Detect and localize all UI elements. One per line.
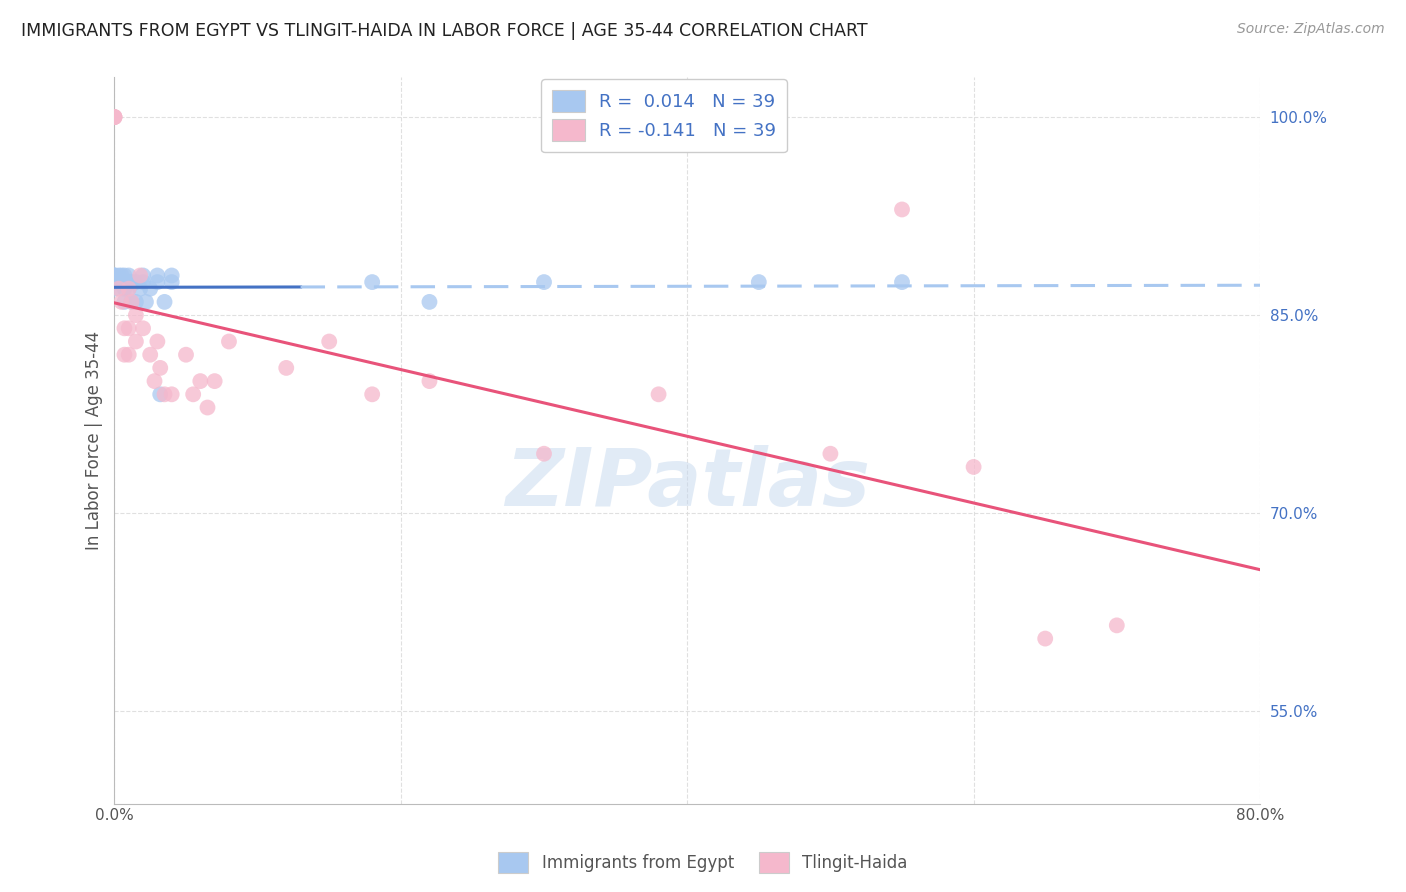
Point [647,387,669,401]
Point [160,268,183,283]
Point [143,374,166,388]
Point [107,268,129,283]
Point [114,321,136,335]
Point [103,275,125,289]
Y-axis label: In Labor Force | Age 35-44: In Labor Force | Age 35-44 [86,331,103,550]
Point [114,275,136,289]
Point [146,268,169,283]
Point [118,275,141,289]
Point [103,275,125,289]
Point [1105,618,1128,632]
Text: Source: ZipAtlas.com: Source: ZipAtlas.com [1237,22,1385,37]
Point [153,387,176,401]
Point [139,282,162,296]
Point [181,387,204,401]
Point [110,268,132,283]
Point [418,374,440,388]
Point [748,275,770,289]
Point [533,447,555,461]
Point [121,294,143,309]
Text: IMMIGRANTS FROM EGYPT VS TLINGIT-HAIDA IN LABOR FORCE | AGE 35-44 CORRELATION CH: IMMIGRANTS FROM EGYPT VS TLINGIT-HAIDA I… [21,22,868,40]
Point [103,275,125,289]
Point [103,268,125,283]
Point [114,348,136,362]
Point [118,348,141,362]
Point [276,360,298,375]
Point [118,282,141,296]
Point [118,282,141,296]
Point [121,275,143,289]
Point [103,110,125,124]
Point [107,282,129,296]
Point [103,268,125,283]
Point [153,294,176,309]
Point [361,387,384,401]
Point [891,275,914,289]
Point [132,275,155,289]
Text: ZIPatlas: ZIPatlas [505,445,870,523]
Point [103,110,125,124]
Point [118,268,141,283]
Point [103,275,125,289]
Point [218,334,240,349]
Point [114,268,136,283]
Point [135,294,157,309]
Point [318,334,340,349]
Point [110,294,132,309]
Legend: R =  0.014   N = 39, R = -0.141   N = 39: R = 0.014 N = 39, R = -0.141 N = 39 [541,79,787,153]
Point [361,275,384,289]
Point [103,268,125,283]
Point [204,374,226,388]
Point [149,387,172,401]
Point [132,268,155,283]
Point [174,348,197,362]
Point [891,202,914,217]
Point [962,459,984,474]
Point [149,360,172,375]
Point [418,294,440,309]
Point [139,348,162,362]
Point [125,308,148,322]
Point [110,275,132,289]
Point [103,282,125,296]
Point [121,294,143,309]
Point [160,387,183,401]
Point [125,275,148,289]
Point [129,268,152,283]
Point [114,282,136,296]
Point [1033,632,1056,646]
Point [118,321,141,335]
Point [107,275,129,289]
Point [129,282,152,296]
Point [146,275,169,289]
Point [103,110,125,124]
Point [146,334,169,349]
Point [160,275,183,289]
Point [125,294,148,309]
Legend: Immigrants from Egypt, Tlingit-Haida: Immigrants from Egypt, Tlingit-Haida [492,846,914,880]
Point [188,374,211,388]
Point [197,401,219,415]
Point [125,334,148,349]
Point [132,321,155,335]
Point [103,110,125,124]
Point [820,447,842,461]
Point [114,294,136,309]
Point [533,275,555,289]
